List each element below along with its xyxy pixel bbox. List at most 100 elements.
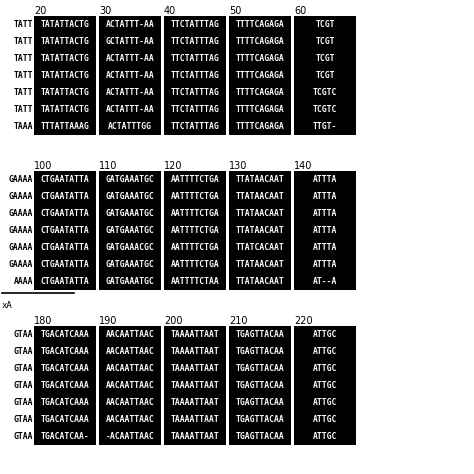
Text: AATTTTCTGA: AATTTTCTGA bbox=[171, 226, 219, 235]
Bar bbox=[34, 239, 96, 256]
Text: TTTTCAGAGA: TTTTCAGAGA bbox=[236, 71, 284, 80]
Text: TGACATCAAA: TGACATCAAA bbox=[41, 381, 90, 390]
Text: GATGAAATGC: GATGAAATGC bbox=[106, 209, 155, 218]
Text: AACAATTAAC: AACAATTAAC bbox=[106, 381, 155, 390]
Bar bbox=[294, 394, 356, 411]
Text: TAAAATTAAT: TAAAATTAAT bbox=[171, 398, 219, 407]
Bar bbox=[34, 326, 96, 343]
Bar bbox=[34, 394, 96, 411]
Bar bbox=[164, 205, 226, 222]
Text: AATTTTCTAA: AATTTTCTAA bbox=[171, 277, 219, 286]
Text: TATT: TATT bbox=[13, 105, 33, 114]
Text: TATATTACTG: TATATTACTG bbox=[41, 105, 90, 114]
Text: TTCTATTTAG: TTCTATTTAG bbox=[171, 71, 219, 80]
Text: 110: 110 bbox=[99, 162, 118, 172]
Text: ATTGC: ATTGC bbox=[313, 398, 337, 407]
Bar bbox=[229, 101, 291, 118]
Text: TAAAATTAAT: TAAAATTAAT bbox=[171, 330, 219, 339]
Text: 220: 220 bbox=[294, 317, 313, 327]
Bar bbox=[164, 188, 226, 205]
Text: TTTTCAGAGA: TTTTCAGAGA bbox=[236, 105, 284, 114]
Text: 30: 30 bbox=[99, 7, 111, 17]
Text: GTAA: GTAA bbox=[13, 398, 33, 407]
Text: TGACATCAAA: TGACATCAAA bbox=[41, 415, 90, 424]
Bar bbox=[229, 67, 291, 84]
Bar bbox=[34, 50, 96, 67]
Bar bbox=[229, 188, 291, 205]
Bar bbox=[99, 171, 161, 188]
Bar bbox=[294, 428, 356, 445]
Text: TGACATCAAA: TGACATCAAA bbox=[41, 398, 90, 407]
Bar bbox=[99, 205, 161, 222]
Bar bbox=[229, 222, 291, 239]
Bar bbox=[99, 101, 161, 118]
Text: AACAATTAAC: AACAATTAAC bbox=[106, 347, 155, 356]
Bar bbox=[164, 343, 226, 360]
Bar bbox=[229, 428, 291, 445]
Text: TATT: TATT bbox=[13, 20, 33, 29]
Bar bbox=[164, 428, 226, 445]
Text: ATTGC: ATTGC bbox=[313, 432, 337, 441]
Bar bbox=[229, 360, 291, 377]
Text: CTGAATATTA: CTGAATATTA bbox=[41, 277, 90, 286]
Text: TTCTATTTAG: TTCTATTTAG bbox=[171, 54, 219, 63]
Bar bbox=[294, 205, 356, 222]
Text: GAAAA: GAAAA bbox=[9, 243, 33, 252]
Text: TTTTCAGAGA: TTTTCAGAGA bbox=[236, 37, 284, 46]
Bar bbox=[34, 411, 96, 428]
Text: TTCTATTTAG: TTCTATTTAG bbox=[171, 88, 219, 97]
Text: TTGT-: TTGT- bbox=[313, 122, 337, 131]
Bar bbox=[229, 16, 291, 33]
Text: CTGAATATTA: CTGAATATTA bbox=[41, 243, 90, 252]
Text: AACAATTAAC: AACAATTAAC bbox=[106, 415, 155, 424]
Text: GTAA: GTAA bbox=[13, 415, 33, 424]
Text: ACTATTT-AA: ACTATTT-AA bbox=[106, 105, 155, 114]
Text: TAAAATTAAT: TAAAATTAAT bbox=[171, 432, 219, 441]
Text: 180: 180 bbox=[34, 317, 52, 327]
Text: ACTATTTGG: ACTATTTGG bbox=[108, 122, 152, 131]
Text: ACTATTT-AA: ACTATTT-AA bbox=[106, 54, 155, 63]
Text: GAAAA: GAAAA bbox=[9, 226, 33, 235]
Text: GATGAAATGC: GATGAAATGC bbox=[106, 277, 155, 286]
Text: 100: 100 bbox=[34, 162, 52, 172]
Bar bbox=[99, 188, 161, 205]
Text: 210: 210 bbox=[229, 317, 247, 327]
Text: ATTTA: ATTTA bbox=[313, 243, 337, 252]
Bar bbox=[99, 256, 161, 273]
Bar bbox=[34, 33, 96, 50]
Text: GCTATTT-AA: GCTATTT-AA bbox=[106, 37, 155, 46]
Text: TATATTACTG: TATATTACTG bbox=[41, 54, 90, 63]
Text: 130: 130 bbox=[229, 162, 247, 172]
Text: GATGAAATGC: GATGAAATGC bbox=[106, 226, 155, 235]
Bar bbox=[34, 343, 96, 360]
Text: GAAAA: GAAAA bbox=[9, 260, 33, 269]
Bar bbox=[229, 411, 291, 428]
Text: GAAAA: GAAAA bbox=[9, 209, 33, 218]
Text: TTATAACAAT: TTATAACAAT bbox=[236, 175, 284, 184]
Text: TCGT: TCGT bbox=[315, 71, 335, 80]
Text: TGAGTTACAA: TGAGTTACAA bbox=[236, 398, 284, 407]
Text: TTCTATTTAG: TTCTATTTAG bbox=[171, 105, 219, 114]
Bar bbox=[99, 222, 161, 239]
Bar bbox=[229, 377, 291, 394]
Bar bbox=[99, 273, 161, 290]
Text: TTATAACAAT: TTATAACAAT bbox=[236, 192, 284, 201]
Text: TCGT: TCGT bbox=[315, 54, 335, 63]
Text: TTCTATTTAG: TTCTATTTAG bbox=[171, 122, 219, 131]
Bar bbox=[229, 239, 291, 256]
Bar bbox=[294, 360, 356, 377]
Text: TGACATCAA-: TGACATCAA- bbox=[41, 432, 90, 441]
Text: 20: 20 bbox=[34, 7, 46, 17]
Bar bbox=[229, 171, 291, 188]
Text: GATGAAATGC: GATGAAATGC bbox=[106, 260, 155, 269]
Bar bbox=[34, 428, 96, 445]
Text: AATTTTCTGA: AATTTTCTGA bbox=[171, 243, 219, 252]
Bar bbox=[34, 101, 96, 118]
Text: ATTGC: ATTGC bbox=[313, 347, 337, 356]
Bar bbox=[164, 33, 226, 50]
Text: TCGT: TCGT bbox=[315, 20, 335, 29]
Text: 190: 190 bbox=[99, 317, 118, 327]
Text: AACAATTAAC: AACAATTAAC bbox=[106, 364, 155, 373]
Text: GTAA: GTAA bbox=[13, 330, 33, 339]
Bar bbox=[294, 222, 356, 239]
